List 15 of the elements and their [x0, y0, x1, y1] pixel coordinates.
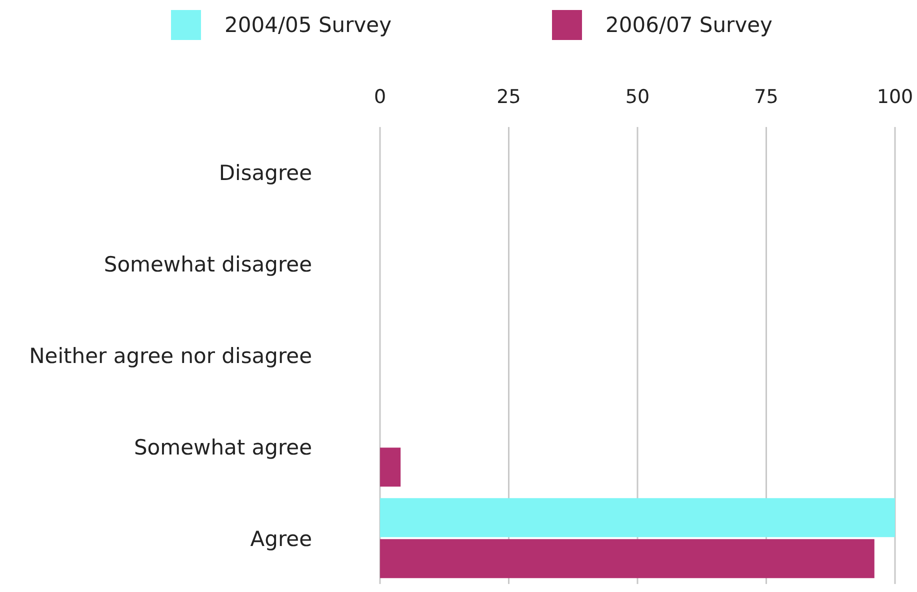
x-tick-label: 100	[876, 86, 914, 108]
legend-label: 2004/05 Survey	[224, 13, 392, 37]
y-tick-label: Somewhat disagree	[104, 252, 312, 277]
x-tick-label: 75	[754, 86, 778, 108]
bar	[380, 539, 874, 578]
y-tick-label: Somewhat agree	[134, 435, 312, 460]
x-tick-label: 0	[374, 86, 386, 108]
x-tick-label: 50	[625, 86, 650, 108]
y-tick-label: Agree	[250, 526, 312, 551]
y-tick-label: Disagree	[218, 161, 312, 186]
legend-label: 2006/07 Survey	[606, 13, 772, 37]
y-tick-label: Neither agree nor disagree	[29, 344, 312, 368]
x-tick-label: 25	[496, 86, 521, 108]
bar	[380, 448, 401, 487]
bar	[380, 498, 895, 538]
